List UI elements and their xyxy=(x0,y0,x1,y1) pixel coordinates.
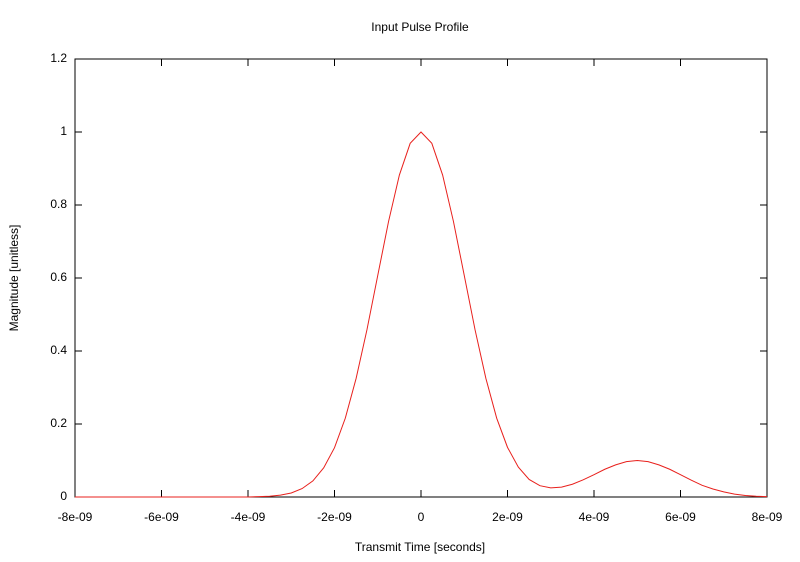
x-tick-label: -6e-09 xyxy=(144,510,179,524)
y-tick-label: 0.8 xyxy=(50,197,67,211)
y-tick-label: 1 xyxy=(60,124,67,138)
data-line xyxy=(75,131,768,498)
chart-title: Input Pulse Profile xyxy=(371,20,469,34)
x-tick-label: 6e-09 xyxy=(665,510,696,524)
plot-border xyxy=(74,58,768,498)
y-tick-label: 0.2 xyxy=(50,416,67,430)
x-tick-label: -2e-09 xyxy=(317,510,352,524)
x-tick-label: 2e-09 xyxy=(492,510,523,524)
x-tick-label: -4e-09 xyxy=(231,510,266,524)
y-tick-label: 1.2 xyxy=(50,51,67,65)
x-tick-label: 4e-09 xyxy=(579,510,610,524)
y-axis-label: Magnitude [unitless] xyxy=(7,225,21,332)
y-tick-label: 0.6 xyxy=(50,270,67,284)
x-tick-label: 0 xyxy=(418,510,425,524)
x-tick-label: 8e-09 xyxy=(752,510,783,524)
x-tick-label: -8e-09 xyxy=(58,510,93,524)
x-axis-label: Transmit Time [seconds] xyxy=(355,540,485,554)
y-tick-label: 0.4 xyxy=(50,343,67,357)
y-tick-label: 0 xyxy=(60,489,67,503)
